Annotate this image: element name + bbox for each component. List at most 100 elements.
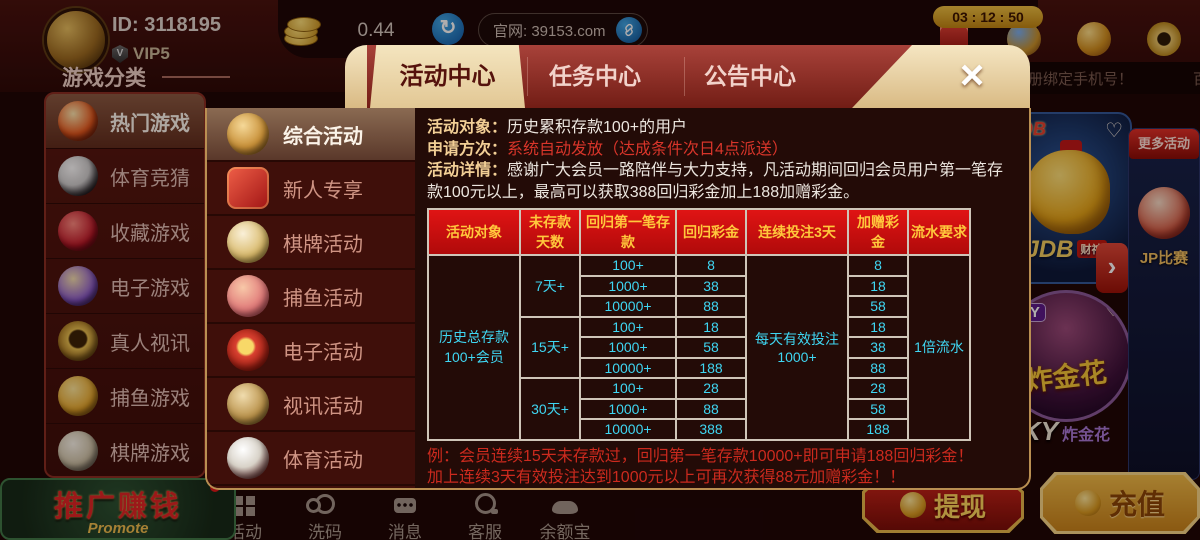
bottom-nav: 活动 洗码 消息 客服 余额宝	[212, 492, 612, 540]
expand-chevron-button[interactable]: ›	[1096, 243, 1128, 293]
marquee-text: 注册绑定手机号！	[1013, 70, 1134, 88]
soccer-crown-icon	[227, 437, 269, 479]
menu-item-general[interactable]: 综合活动	[207, 108, 415, 162]
ingot-icon	[552, 501, 578, 514]
grid-icon	[233, 496, 243, 505]
activity-detail: 活动对象：历史累积存款100+的用户 申请方次：系统自动发放（达成条件次日4点派…	[415, 108, 1029, 488]
promote-subtitle: Promote	[87, 520, 149, 537]
menu-item-board[interactable]: 棋牌活动	[207, 216, 415, 270]
coin-icon	[284, 17, 321, 46]
slots-icon	[58, 266, 98, 306]
fishing-icon	[58, 376, 98, 416]
gear-icon	[1147, 22, 1181, 56]
menu-item-live[interactable]: 视讯活动	[207, 378, 415, 432]
modal-header: 任务中心 公告中心 活动中心 ×	[345, 45, 1030, 108]
nav-item-activity[interactable]: 活动	[212, 492, 278, 540]
tab-activity-center[interactable]: 活动中心	[370, 45, 525, 108]
official-site-url: 官网: 39153.com	[493, 22, 606, 40]
sidebar-item-live-casino[interactable]: 真人视讯	[46, 314, 204, 369]
message-icon	[394, 498, 416, 513]
days-cell: 15天+	[519, 315, 581, 379]
tab-task-center[interactable]: 任务中心	[549, 63, 641, 89]
vip-shield-icon: V	[112, 45, 128, 63]
jp-contest-icon	[1138, 187, 1190, 239]
sports-icon	[58, 156, 98, 196]
apply-method-line: 申请方次：系统自动发放（达成条件次日4点派送）	[427, 140, 788, 158]
game-category-panel: 热门游戏 体育竞猜 收藏游戏 电子游戏 真人视讯 捕鱼游戏 棋牌游戏	[44, 92, 206, 478]
nav-item-support[interactable]: 客服	[452, 492, 518, 540]
promote-title: 推广赚钱	[53, 491, 182, 523]
note-line-1: 例：会员连续15天未存款过，回归第一笔存款10000+即可申请188回归彩金！	[427, 447, 974, 465]
marquee-text-fragment: 百	[1193, 68, 1200, 89]
more-activities-panel: 更多活动 JP比赛	[1128, 128, 1200, 480]
menu-item-slots[interactable]: 电子活动	[207, 324, 415, 378]
headset-icon	[474, 493, 498, 514]
table-row: 历史总存款100+会员 7天+ 100+ 8 每天有效投注1000+ 8 1倍流…	[427, 254, 971, 441]
favorite-heart-icon[interactable]: ♡	[1105, 120, 1123, 142]
marquee-strip: 注册绑定手机号！ 百	[1005, 62, 1200, 94]
gift-icon	[227, 167, 269, 209]
hot-games-icon	[58, 101, 98, 141]
activity-target-line: 活动对象：历史累积存款100+的用户	[427, 119, 688, 136]
close-icon[interactable]: ×	[959, 51, 985, 98]
slot-wheel-icon	[227, 329, 269, 371]
jp-contest-item[interactable]: JP比赛	[1139, 250, 1189, 267]
claim-center-icon	[1077, 22, 1111, 56]
days-cell: 7天+	[519, 254, 581, 318]
official-site-pill[interactable]: 官网: 39153.com	[478, 13, 648, 47]
daily-bet-cell: 每天有效投注1000+	[745, 254, 849, 441]
menu-item-fishing[interactable]: 捕鱼活动	[207, 270, 415, 324]
balance-amount: 0.44	[357, 20, 395, 41]
turnover-cell: 1倍流水	[907, 254, 971, 441]
game-category-title: 游戏分类	[62, 62, 230, 92]
countdown-timer: 03 : 12 : 50	[933, 6, 1043, 28]
days-cell: 30天+	[519, 377, 581, 441]
table-row: 15天+ 100+ 18 18	[428, 315, 970, 379]
fish-icon	[227, 275, 269, 317]
golden-fish-art	[1026, 150, 1110, 234]
member-cell: 历史总存款100+会员	[427, 254, 521, 441]
sidebar-item-slots[interactable]: 电子游戏	[46, 259, 204, 314]
activity-detail-line: 活动详情：感谢广大会员一路陪伴与大力支持，凡活动期间回归会员用户第一笔存款100…	[427, 162, 1004, 201]
tab-announcement-center[interactable]: 公告中心	[704, 63, 796, 89]
table-row: 10000+ 388 188	[428, 418, 970, 441]
note-line-2: 加上连续3天有效投注达到1000元以上可再次获得88元加赠彩金！！	[427, 468, 906, 486]
activity-center-modal: 综合活动 新人专享 棋牌活动 捕鱼活动 电子活动 视讯活动	[205, 108, 1031, 490]
recharge-button[interactable]: 充值	[1040, 472, 1200, 534]
user-id: ID: 3118195	[112, 14, 221, 36]
nav-item-yuebao[interactable]: 余额宝	[532, 492, 598, 540]
vip-level: VIP5	[133, 44, 170, 63]
table-row: 1000+ 88 58	[428, 397, 970, 420]
cards-icon	[227, 221, 269, 263]
live-casino-icon	[58, 321, 98, 361]
nav-item-rebate[interactable]: 洗码	[292, 492, 358, 540]
avatar[interactable]	[44, 8, 108, 72]
coin-icon	[899, 492, 926, 518]
link-icon	[616, 17, 642, 43]
crown-icon	[227, 113, 269, 155]
sidebar-item-fishing[interactable]: 捕鱼游戏	[46, 369, 204, 424]
example-note: 例：会员连续15天未存款过，回归第一笔存款10000+即可申请188回归彩金！ …	[427, 446, 1017, 488]
menu-item-newcomer[interactable]: 新人专享	[207, 162, 415, 216]
vip-badge: V VIP5	[112, 44, 170, 64]
table-row: 1000+ 38 18	[428, 274, 970, 297]
sidebar-item-favorites[interactable]: 收藏游戏	[46, 204, 204, 259]
coins-icon	[1074, 490, 1101, 516]
more-activities-header: 更多活动	[1129, 129, 1199, 159]
favorites-heart-icon	[58, 211, 98, 251]
sidebar-item-hot-games[interactable]: 热门游戏	[46, 94, 204, 149]
table-row: 10000+ 88 58	[428, 295, 970, 318]
refresh-balance-button[interactable]: ↻	[432, 13, 464, 45]
favorite-heart-icon[interactable]: ♡	[1104, 299, 1122, 321]
coins-icon	[306, 494, 335, 514]
sidebar-item-sports[interactable]: 体育竞猜	[46, 149, 204, 204]
table-header-row: 活动对象 未存款天数 回归第一笔存款 回归彩金 连续投注3天 加赠彩金 流水要求	[427, 208, 971, 256]
dealer-hat-icon	[227, 383, 269, 425]
nav-item-messages[interactable]: 消息	[372, 492, 438, 540]
activity-menu: 综合活动 新人专享 棋牌活动 捕鱼活动 电子活动 视讯活动	[207, 108, 415, 488]
menu-item-sports[interactable]: 体育活动	[207, 432, 415, 486]
bonus-table: 活动对象 未存款天数 回归第一笔存款 回归彩金 连续投注3天 加赠彩金 流水要求…	[427, 208, 971, 441]
cards-icon	[58, 431, 98, 471]
sidebar-item-board-games[interactable]: 棋牌游戏	[46, 424, 204, 476]
